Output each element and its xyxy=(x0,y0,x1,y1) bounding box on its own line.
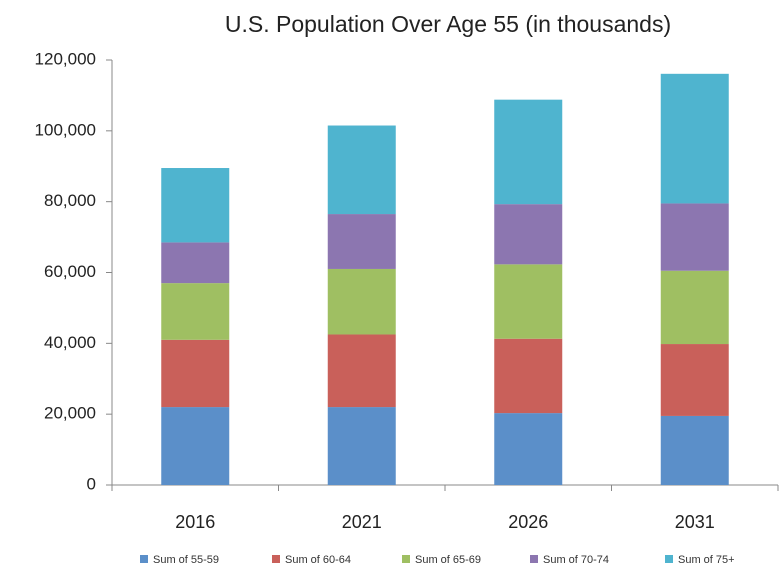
y-tick-label: 100,000 xyxy=(35,120,96,139)
legend-label: Sum of 75+ xyxy=(678,554,735,566)
bar-segment xyxy=(161,242,230,284)
chart-title: U.S. Population Over Age 55 (in thousand… xyxy=(225,11,671,37)
bar-segment xyxy=(660,270,729,345)
legend-swatch xyxy=(530,555,538,563)
bar-segment xyxy=(161,283,230,340)
bar-segment xyxy=(161,339,230,408)
y-tick-label: 20,000 xyxy=(44,404,96,423)
bar-segment xyxy=(161,168,230,243)
y-tick-label: 60,000 xyxy=(44,262,96,281)
bar-segment xyxy=(660,73,729,204)
legend-label: Sum of 65-69 xyxy=(415,554,481,566)
bar-segment xyxy=(494,264,563,339)
y-tick-label: 0 xyxy=(87,474,96,493)
legend-label: Sum of 55-59 xyxy=(153,554,219,566)
x-tick-label: 2026 xyxy=(508,512,548,532)
bar-segment xyxy=(494,338,563,414)
bar-segment xyxy=(161,407,230,485)
bar-segment xyxy=(660,415,729,485)
bar-segment xyxy=(660,203,729,271)
bar-segment xyxy=(327,125,396,215)
legend-label: Sum of 60-64 xyxy=(285,554,351,566)
x-tick-label: 2031 xyxy=(675,512,715,532)
bar-segment xyxy=(327,407,396,485)
bar-segment xyxy=(327,214,396,269)
y-tick-label: 80,000 xyxy=(44,191,96,210)
legend-label: Sum of 70-74 xyxy=(543,554,609,566)
legend-swatch xyxy=(402,555,410,563)
bar-segment xyxy=(494,413,563,485)
legend-swatch xyxy=(140,555,148,563)
bar-segment xyxy=(327,334,396,408)
bar-segment xyxy=(494,204,563,265)
legend-swatch xyxy=(272,555,280,563)
bar-segment xyxy=(660,344,729,416)
x-tick-label: 2021 xyxy=(342,512,382,532)
y-tick-label: 40,000 xyxy=(44,333,96,352)
y-tick-label: 120,000 xyxy=(35,49,96,68)
bar-segment xyxy=(327,268,396,335)
bar-segment xyxy=(494,99,563,205)
legend-swatch xyxy=(665,555,673,563)
x-tick-label: 2016 xyxy=(175,512,215,532)
